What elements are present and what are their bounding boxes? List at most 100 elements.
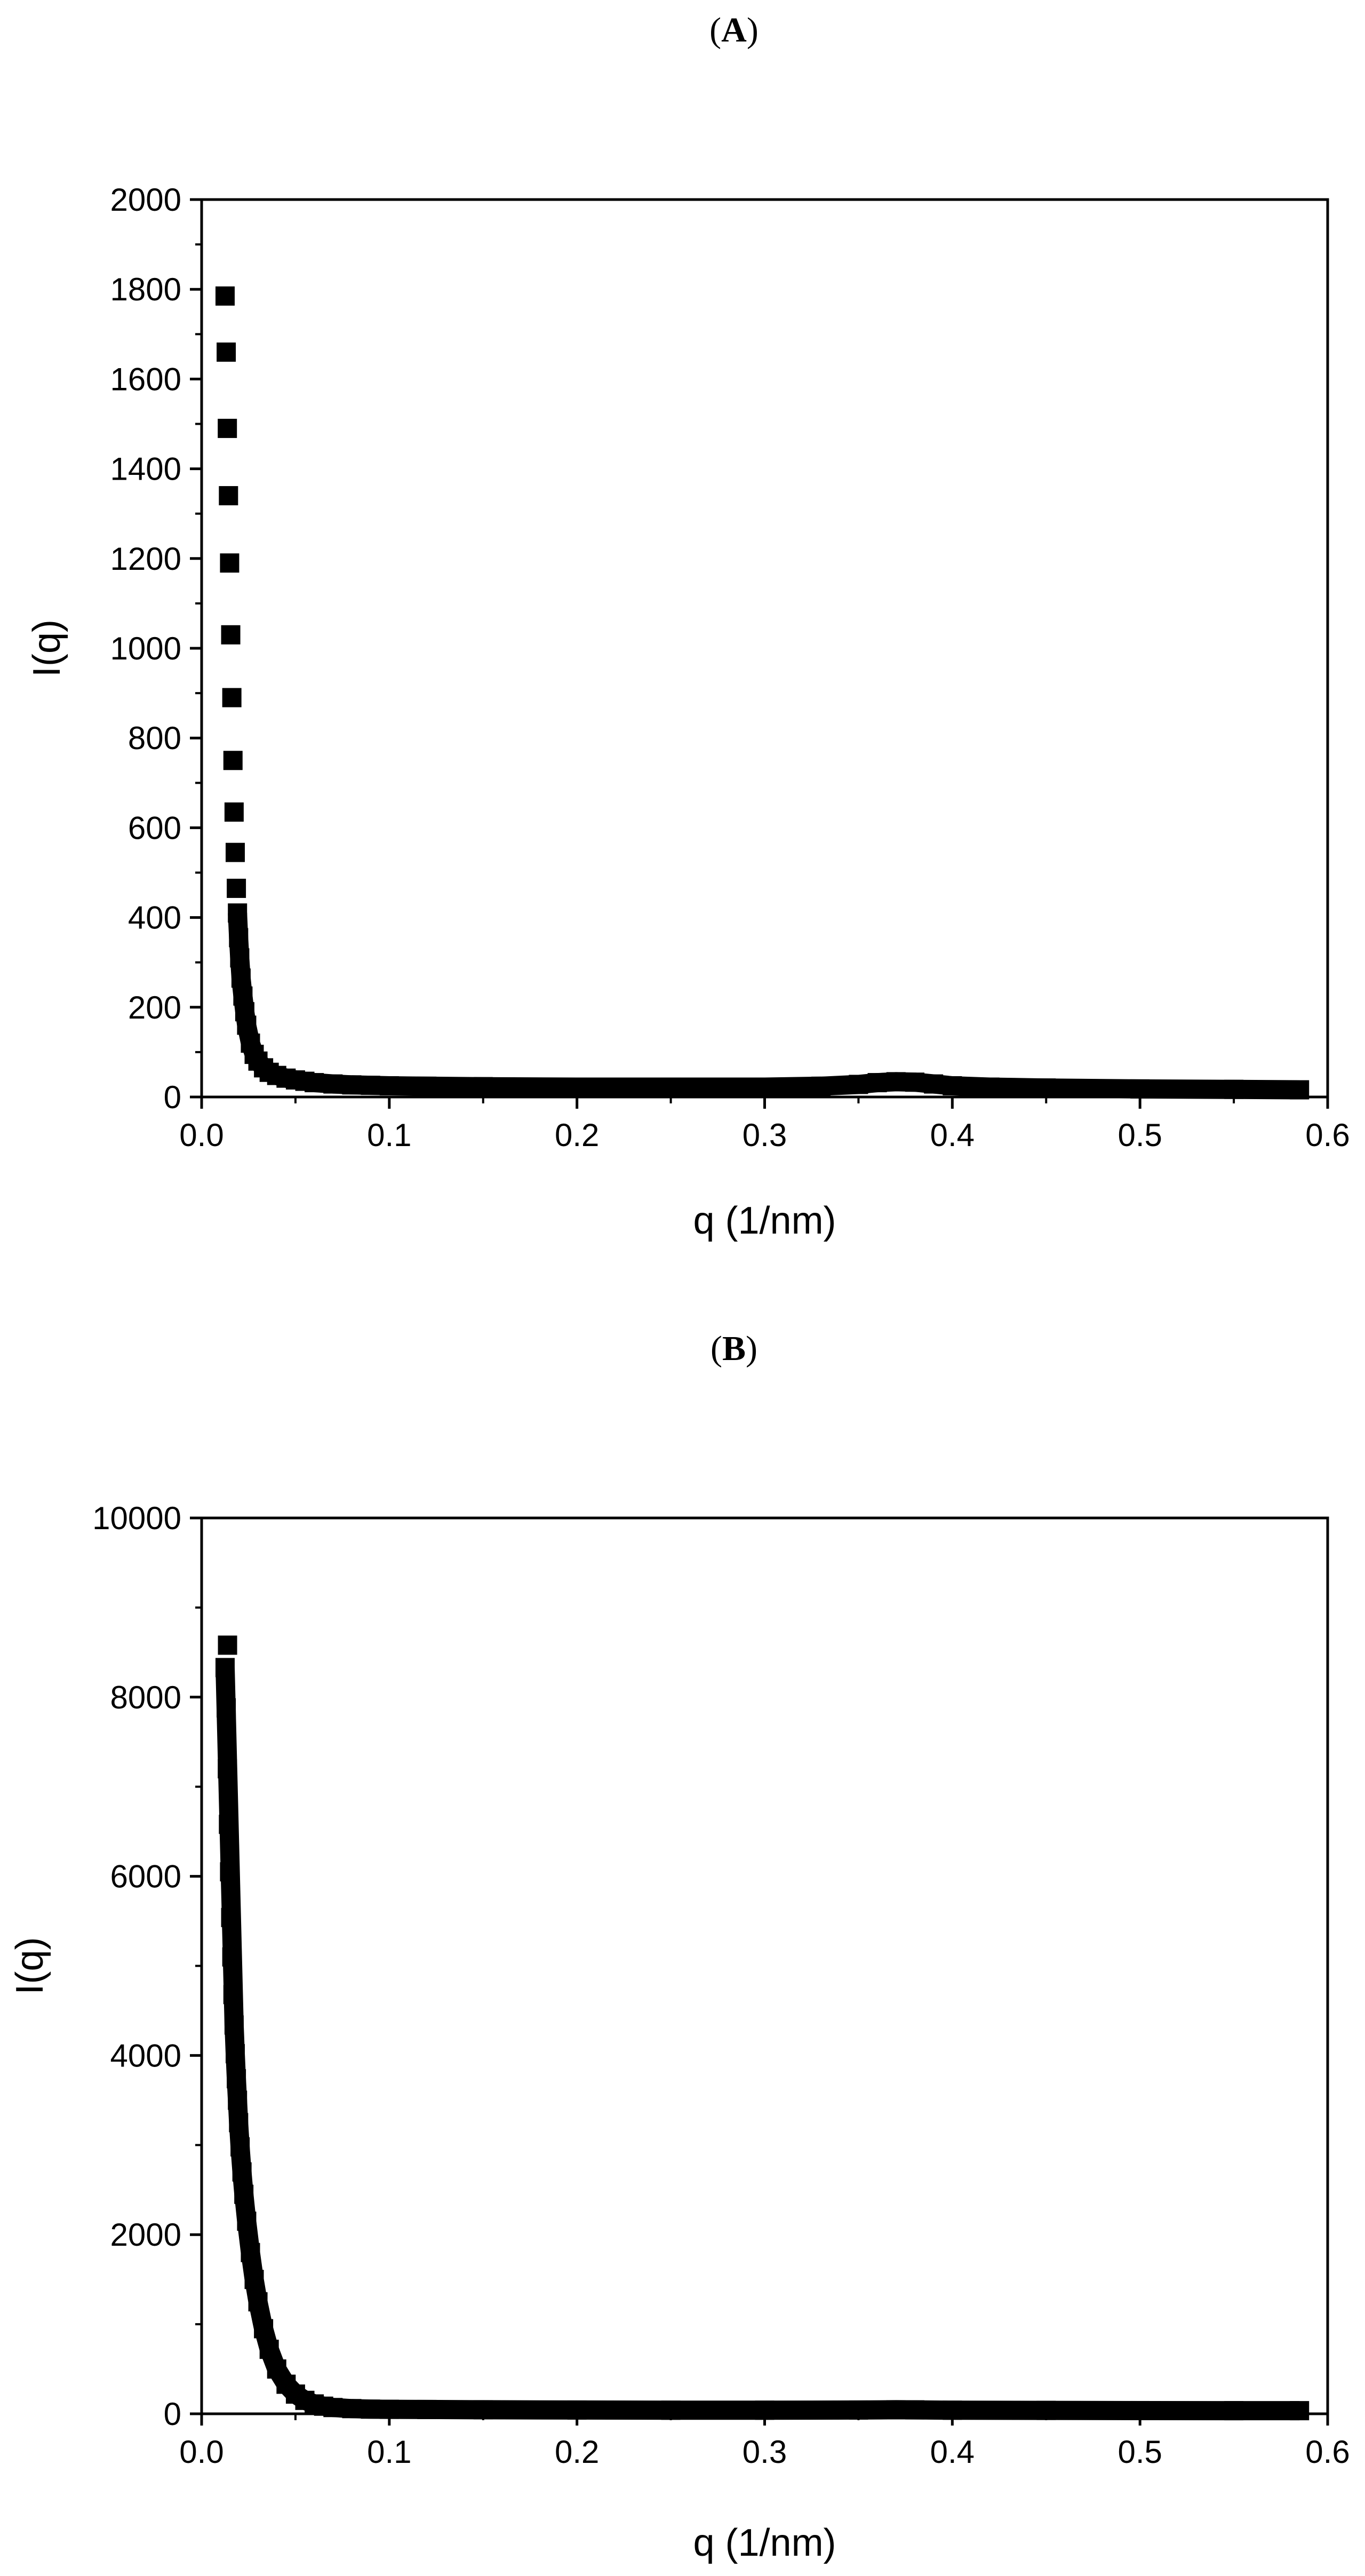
panel-a-data-point: [811, 1076, 831, 1096]
panel-b-data-point: [230, 2137, 250, 2157]
panel-a-data-point: [924, 1074, 944, 1094]
panel-a-x-tick-label: 0.0: [179, 1117, 223, 1153]
panel-a-x-tick-label: 0.1: [367, 1117, 411, 1153]
panel-b-data-point: [361, 2399, 380, 2419]
panel-a-data-point: [217, 342, 236, 362]
panel-b-data-point: [232, 2162, 252, 2182]
panel-a-y-tick-label: 1600: [110, 361, 181, 397]
panel-a-y-tick-label: 400: [128, 900, 181, 936]
panel-a-data-point: [905, 1072, 924, 1092]
panel-b-data-point: [215, 1658, 235, 1677]
panel-a-data-point: [229, 928, 249, 948]
panel-a-data-point: [867, 1073, 887, 1093]
panel-a-data-point: [980, 1077, 1000, 1097]
panel-a-data-point: [220, 553, 240, 573]
panel-a-data-point: [567, 1077, 587, 1097]
panel-b-y-tick-label: 10000: [92, 1500, 181, 1536]
panel-b-data-point: [229, 2113, 249, 2133]
panel-a-data-point: [473, 1077, 493, 1096]
panel-b-data-point: [886, 2400, 906, 2420]
panel-b-data-point: [567, 2400, 587, 2420]
panel-b-data-point: [223, 1985, 243, 2005]
panel-b-data-point: [1130, 2400, 1150, 2420]
panel-b-data-point: [259, 2340, 279, 2359]
panel-a-data-point: [943, 1076, 962, 1095]
panel-b-plot-frame: [200, 1516, 1329, 2415]
panel-b-data-point: [943, 2400, 962, 2420]
panel-a-y-axis-title: I(q): [26, 619, 68, 677]
panel-b-x-tick-label: 0.6: [1305, 2434, 1350, 2470]
panel-a-data-point: [886, 1072, 906, 1092]
panel-a-y-tick-label: 600: [128, 810, 181, 846]
panel-b-data-point: [473, 2400, 493, 2420]
panel-b-data-point: [222, 1947, 242, 1967]
panel-a-y-tick-label: 1000: [110, 631, 181, 666]
panel-a-y-tick-label: 800: [128, 720, 181, 756]
panel-a-data-point: [219, 486, 238, 506]
panel-b-data-point: [661, 2400, 681, 2420]
panel-a-data-point: [222, 688, 242, 707]
panel-a-data-points: [215, 286, 1310, 1100]
panel-b-data-point: [218, 1759, 237, 1779]
panel-b-x-ticks: 0.0 0.1 0.2 0.3 0.4 0.5 0.6: [179, 2414, 1350, 2470]
panel-a-x-tick-label: 0.4: [930, 1117, 975, 1153]
panel-a-data-point: [223, 751, 243, 770]
panel-b-data-point: [224, 2015, 244, 2035]
panel-a-y-tick-label: 2000: [110, 182, 181, 218]
panel-b-data-point: [227, 2069, 246, 2089]
panel-a-data-point: [230, 948, 250, 968]
panel-b-data-point: [417, 2399, 437, 2419]
panel-b-label: (B): [711, 1329, 757, 1368]
panel-b-data-point: [218, 1635, 237, 1655]
panel-b-y-tick-label: 0: [164, 2396, 181, 2432]
panel-a-data-point: [323, 1074, 343, 1094]
panel-b-data-point: [219, 1815, 238, 1834]
panel-a-data-point: [225, 842, 245, 862]
panel-a-data-point: [417, 1076, 437, 1096]
panel-a-data-point: [227, 878, 246, 898]
panel-b-data-point: [342, 2399, 362, 2419]
panel-b-data-point: [379, 2399, 399, 2419]
panel-b-data-point: [1224, 2401, 1244, 2421]
panel-a-y-tick-label: 1400: [110, 451, 181, 487]
panel-a-x-tick-label: 0.2: [555, 1117, 599, 1153]
panel-a-data-point: [379, 1076, 399, 1095]
panel-a-data-point: [228, 903, 248, 923]
panel-a-y-tick-label: 1800: [110, 272, 181, 307]
panel-a-data-point: [231, 968, 251, 988]
panel-b-data-point: [220, 1862, 240, 1882]
panel-a: (A) 0 200 400 600 800 1000 1200 1400 1600 1800 200…: [26, 11, 1350, 1242]
panel-a-data-point: [755, 1077, 775, 1097]
panel-a-data-point: [215, 286, 235, 306]
panel-b-dense-data-band: [215, 1667, 1300, 2421]
panel-a-y-ticks: 0 200 400 600 800 1000 1200 1400 1600 1800 2000: [110, 182, 202, 1115]
panel-b-data-point: [248, 2292, 268, 2312]
panel-b-x-tick-label: 0.4: [930, 2434, 975, 2470]
panel-a-x-ticks: 0.0 0.1 0.2 0.3 0.4 0.5 0.6: [179, 1097, 1350, 1153]
panel-a-data-point: [221, 625, 241, 645]
panel-a-plot-frame: [200, 198, 1329, 1099]
panel-b-data-point: [1036, 2400, 1056, 2420]
panel-b-y-ticks: 0 2000 4000 6000 8000 10000: [92, 1500, 202, 2432]
panel-b-data-point: [234, 2184, 254, 2204]
panel-a-x-tick-label: 0.3: [743, 1117, 787, 1153]
panel-b-y-tick-label: 6000: [110, 1859, 181, 1895]
panel-b-x-tick-label: 0.5: [1117, 2434, 1162, 2470]
panel-b-data-point: [221, 1907, 241, 1927]
panel-b-data-point: [849, 2400, 868, 2420]
panel-a-dense-data-band: [228, 912, 1300, 1100]
panel-b-data-point: [228, 2090, 248, 2110]
panel-a-data-point: [849, 1075, 868, 1094]
panel-b-y-tick-label: 2000: [110, 2217, 181, 2253]
panel-b-data-point: [755, 2400, 775, 2420]
panel-a-x-tick-label: 0.5: [1117, 1117, 1162, 1153]
panel-b-y-tick-label: 4000: [110, 2038, 181, 2073]
panel-a-data-point: [342, 1075, 362, 1095]
panel-a-data-point: [1130, 1079, 1150, 1099]
panel-a-y-tick-label: 1200: [110, 541, 181, 577]
panel-a-label: (A): [709, 11, 759, 50]
panel-b-x-axis-title: q (1/nm): [693, 2522, 836, 2564]
panel-a-y-tick-label: 200: [128, 990, 181, 1025]
panel-b-data-points: [215, 1635, 1310, 2421]
